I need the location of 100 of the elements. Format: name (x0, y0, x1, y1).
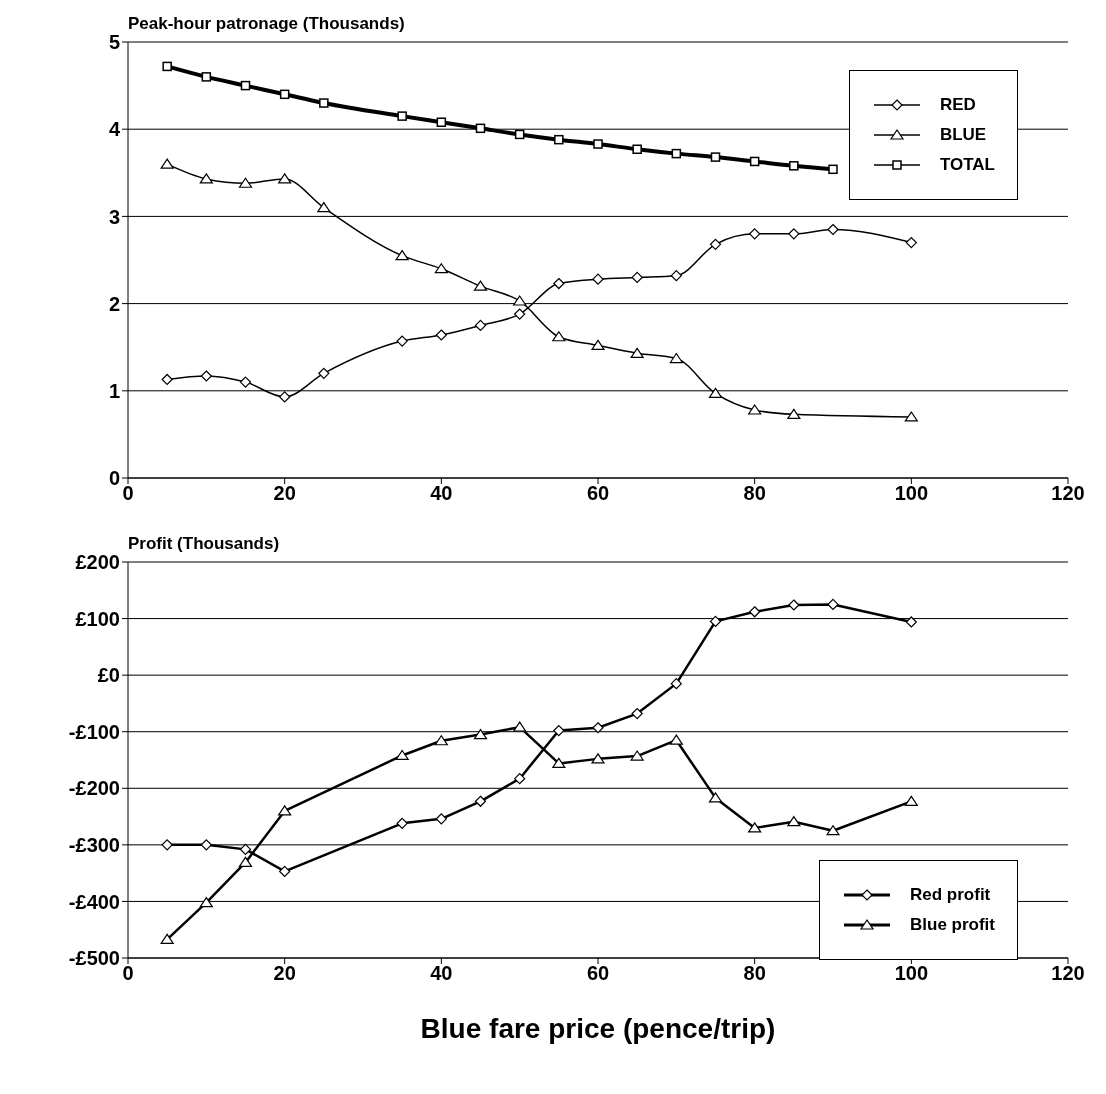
x-tick-label: 20 (273, 962, 296, 985)
point (631, 708, 643, 720)
x-tick-label: 120 (1051, 962, 1085, 985)
point (239, 843, 252, 855)
point (788, 228, 800, 240)
y-tick-label: -£400 (68, 890, 120, 913)
legend-label: BLUE (939, 125, 987, 145)
point (200, 839, 212, 851)
point (826, 825, 840, 836)
x-tick-label: 40 (430, 962, 453, 985)
point (630, 347, 644, 358)
x-tick-label: 100 (894, 962, 929, 985)
y-tick-label: 3 (108, 205, 120, 228)
point (514, 308, 526, 320)
point (552, 331, 566, 342)
point (552, 757, 566, 768)
point (593, 139, 603, 149)
point (789, 161, 799, 171)
point (905, 616, 917, 628)
point (670, 270, 682, 282)
y-tick-label: -£300 (68, 833, 120, 856)
point (279, 865, 291, 878)
y-tick-label: -£200 (68, 777, 120, 800)
x-tick-label: 80 (743, 962, 766, 985)
x-axis-title: Blue fare price (pence/trip) (420, 1013, 776, 1044)
y-tick-label: 5 (108, 31, 120, 54)
point (591, 753, 605, 764)
point (435, 329, 447, 341)
point (591, 339, 605, 351)
point (161, 839, 173, 851)
point (630, 750, 644, 761)
point (473, 728, 488, 740)
x-tick-label: 40 (430, 482, 453, 505)
point (669, 734, 683, 745)
point (160, 158, 174, 169)
point (475, 123, 486, 134)
chart-title: Peak-hour patronage (Thousands) (128, 14, 405, 34)
x-tick-label: 60 (586, 962, 610, 985)
point (827, 223, 839, 236)
point (199, 896, 213, 908)
point (238, 177, 253, 188)
x-tick-label: 20 (273, 482, 296, 505)
point (397, 111, 407, 121)
point (200, 370, 212, 382)
point (554, 134, 564, 145)
legend-label: RED (939, 95, 976, 115)
x-tick-label: 100 (894, 482, 929, 505)
point (632, 144, 642, 155)
point (474, 319, 487, 331)
point (435, 813, 447, 825)
point (592, 273, 604, 285)
point (240, 80, 251, 91)
point (434, 263, 448, 274)
point (239, 376, 252, 388)
x-tick-label: 120 (1051, 482, 1085, 505)
point (827, 598, 839, 611)
point (592, 722, 604, 734)
point (436, 117, 447, 127)
point (828, 164, 838, 175)
legend-label: Red profit (910, 885, 991, 905)
point (201, 72, 212, 82)
point (749, 228, 761, 240)
point (671, 148, 682, 159)
point (710, 152, 721, 162)
point (905, 236, 917, 249)
point (473, 280, 488, 291)
point (553, 724, 565, 737)
x-tick-label: 0 (122, 482, 134, 505)
y-tick-label: 4 (108, 118, 121, 141)
point (904, 795, 918, 806)
y-tick-label: 2 (108, 292, 120, 315)
point (787, 816, 801, 827)
point (317, 202, 331, 213)
point (162, 61, 172, 72)
point (631, 271, 643, 284)
point (434, 735, 448, 746)
point (238, 856, 253, 867)
point (474, 795, 487, 807)
point (395, 749, 409, 761)
point (278, 805, 292, 816)
y-tick-label: £100 (75, 607, 120, 630)
point (787, 408, 801, 419)
point (513, 721, 527, 732)
point (904, 411, 918, 422)
point (748, 404, 762, 415)
point (319, 98, 329, 108)
point (160, 933, 174, 944)
point (396, 335, 408, 347)
point (279, 391, 291, 403)
point (788, 599, 800, 611)
point (669, 352, 683, 364)
point (709, 238, 722, 250)
y-tick-label: 1 (108, 379, 120, 402)
chart-title: Profit (Thousands) (128, 534, 280, 554)
point (279, 89, 290, 100)
point (514, 129, 525, 140)
point (318, 367, 330, 379)
x-tick-label: 80 (743, 482, 766, 505)
y-tick-label: £200 (75, 551, 120, 574)
point (161, 373, 173, 386)
